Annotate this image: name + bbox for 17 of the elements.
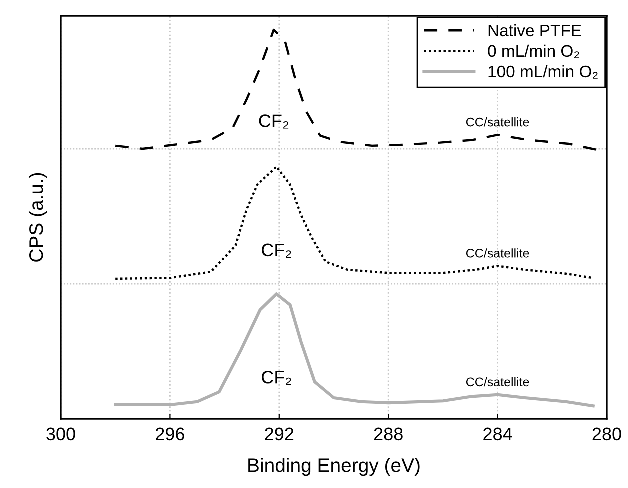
annotation: CF₂	[262, 370, 292, 386]
x-axis-title: Binding Energy (eV)	[248, 458, 420, 476]
x-tick-label: 300	[46, 428, 76, 441]
annotation: CC/satellite	[466, 377, 530, 387]
y-axis-title: CPS (a.u.)	[28, 173, 48, 262]
legend-label: 100 mL/min O₂	[488, 65, 598, 79]
x-tick-label: 284	[484, 428, 512, 441]
x-tick-label: 288	[374, 428, 403, 441]
annotation: CF₂	[259, 114, 289, 129]
x-tick-label: 280	[592, 428, 622, 441]
legend-label: 0 mL/min O₂	[488, 44, 580, 58]
annotation: CC/satellite	[466, 118, 530, 127]
x-tick-label: 292	[265, 428, 294, 441]
x-tick-label: 296	[156, 428, 184, 441]
annotation: CF₂	[262, 244, 292, 258]
annotation: CC/satellite	[466, 248, 530, 258]
legend-label: Native PTFE	[488, 24, 582, 37]
